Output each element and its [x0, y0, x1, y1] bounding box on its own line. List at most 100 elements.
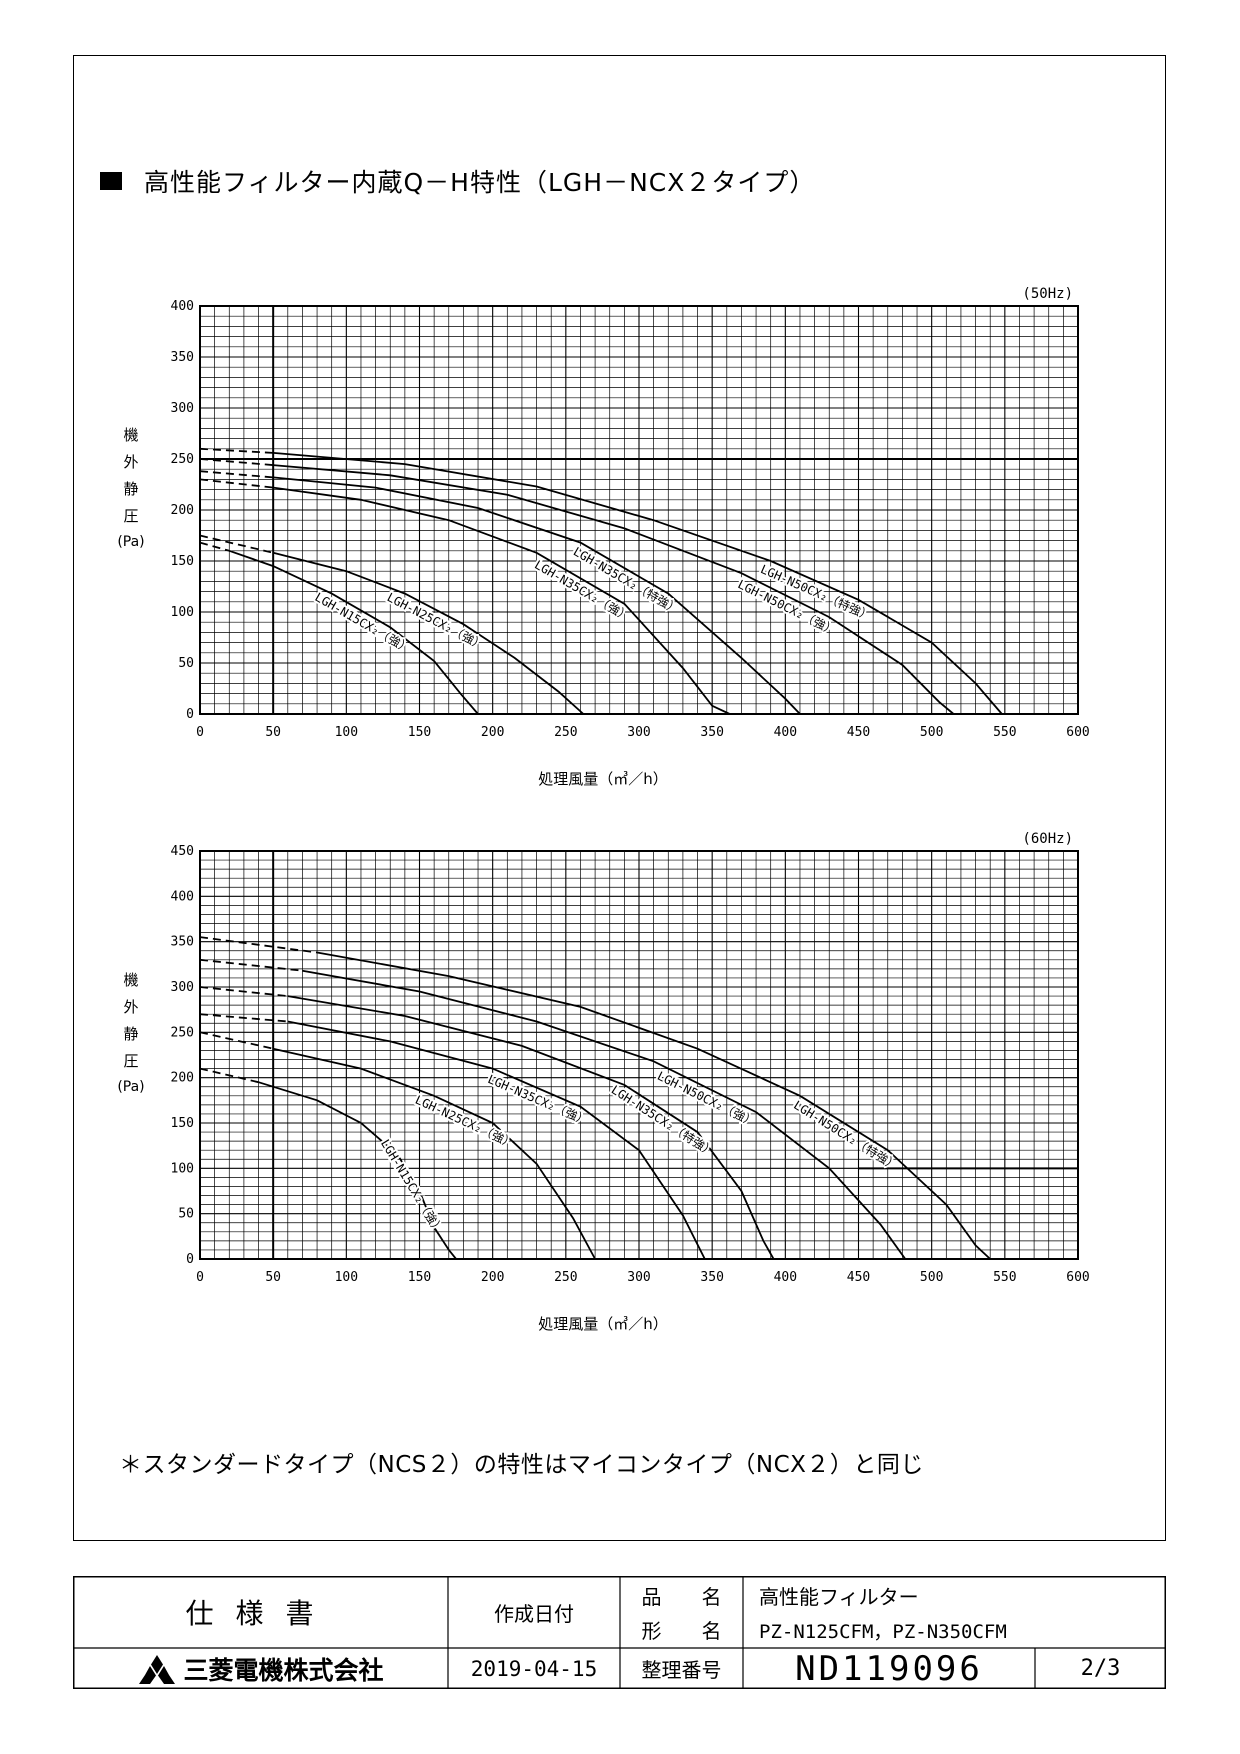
series-line-dashed — [199, 1031, 274, 1050]
series-line-dashed — [199, 541, 230, 552]
y-axis-label-char: 静 — [123, 1025, 138, 1043]
y-tick-label: 100 — [171, 1161, 194, 1176]
series-line — [287, 995, 775, 1260]
series-2: LGH-N35CX₂（強） — [199, 1013, 706, 1260]
page-frame — [73, 55, 1166, 1541]
x-tick-label: 500 — [920, 1270, 943, 1285]
y-tick-label: 250 — [171, 452, 194, 467]
y-tick-label: 400 — [171, 889, 194, 904]
doc-type: 仕様書 — [185, 1597, 336, 1630]
y-tick-label: 350 — [171, 350, 194, 365]
x-tick-label: 500 — [920, 725, 943, 740]
series-line — [316, 951, 991, 1260]
page-number: 2/3 — [1080, 1656, 1121, 1681]
frequency-label: (50Hz) — [1022, 286, 1073, 302]
y-axis-label-char: 圧 — [123, 507, 138, 525]
y-axis-label-char: 外 — [123, 453, 138, 471]
heading-text: 高性能フィルター内蔵Q－H特性（LGH－NCX２タイプ） — [144, 168, 816, 197]
y-axis-label-char: 外 — [123, 998, 138, 1016]
y-axis-unit: (Pa) — [117, 1079, 144, 1095]
series-1: LGH-N25CX₂（強） — [199, 1031, 596, 1260]
x-tick-label: 100 — [335, 1270, 358, 1285]
footnote: ＊スタンダードタイプ（NCS２）の特性はマイコンタイプ（NCX２）と同じ — [119, 1452, 924, 1478]
series-line-dashed — [199, 470, 274, 479]
series-label: LGH-N25CX₂（強） — [413, 1093, 517, 1151]
series-line-dashed — [199, 936, 318, 954]
x-tick-label: 0 — [196, 725, 204, 740]
x-tick-label: 250 — [554, 725, 577, 740]
series-line — [273, 452, 1003, 715]
x-tick-label: 550 — [993, 1270, 1016, 1285]
series-line-dashed — [199, 447, 274, 454]
chart-60hz: 0 50 100 150 200 250 300 350 400 450 500 550 600 0 50 1… — [117, 831, 1089, 1333]
title-block-lines — [73, 1576, 1166, 1689]
katamei-label: 形 名 — [641, 1618, 722, 1643]
series-line — [287, 1020, 706, 1260]
y-tick-label: 400 — [171, 299, 194, 314]
x-axis-label: 処理風量（㎥／h） — [538, 770, 668, 788]
mitsubishi-logo-icon — [139, 1654, 176, 1684]
y-tick-label: 100 — [171, 605, 194, 620]
y-tick-label: 300 — [171, 401, 194, 416]
series-label: LGH-N50CX₂（特強） — [791, 1097, 901, 1173]
x-tick-label: 550 — [993, 725, 1016, 740]
y-tick-label: 250 — [171, 1025, 194, 1040]
document-number: ND119096 — [795, 1648, 983, 1689]
plot-border — [199, 305, 1079, 715]
series-line-dashed — [199, 958, 303, 972]
heading-square-icon — [100, 172, 122, 190]
y-tick-label: 150 — [171, 1116, 194, 1131]
series-line — [273, 476, 801, 715]
series-line — [229, 549, 479, 715]
series-line-dashed — [199, 986, 288, 997]
x-tick-label: 150 — [408, 1270, 431, 1285]
series-line-dashed — [199, 534, 274, 554]
y-tick-label: 0 — [186, 1252, 194, 1267]
series-label: LGH-N15CX₂（強） — [378, 1137, 446, 1237]
x-tick-label: 400 — [774, 725, 797, 740]
company-name: 三菱電機株式会社 — [183, 1655, 384, 1685]
grid — [199, 850, 1079, 1260]
x-tick-label: 600 — [1066, 725, 1089, 740]
series-line-dashed — [199, 1013, 288, 1023]
y-tick-label: 200 — [171, 503, 194, 518]
series-line-dashed — [199, 1067, 259, 1084]
y-axis-unit: (Pa) — [117, 534, 144, 550]
frequency-label: (60Hz) — [1022, 831, 1073, 847]
x-tick-label: 50 — [265, 1270, 281, 1285]
y-axis-label-char: 機 — [123, 426, 138, 444]
plot-border — [199, 850, 1079, 1260]
x-tick-label: 200 — [481, 1270, 504, 1285]
title-block: 仕様書 三菱電機株式会社 作成日付 2019-04-15 品 名 形 名 整理番… — [73, 1576, 1166, 1689]
x-tick-label: 350 — [700, 1270, 723, 1285]
x-tick-label: 350 — [700, 725, 723, 740]
x-tick-label: 300 — [627, 1270, 650, 1285]
x-tick-label: 450 — [847, 725, 870, 740]
chart-50hz: 0 50 100 150 200 250 300 350 400 450 500 550 600 0 50 1… — [117, 286, 1089, 788]
y-tick-label: 50 — [178, 1207, 194, 1222]
series-label: LGH-N35CX₂（強） — [486, 1072, 591, 1128]
series-line — [273, 486, 731, 715]
x-axis-label: 処理風量（㎥／h） — [538, 1315, 668, 1333]
grid — [199, 305, 1079, 715]
series-line-dashed — [199, 478, 274, 489]
hinmei-label: 品 名 — [641, 1584, 722, 1609]
y-tick-label: 350 — [171, 935, 194, 950]
series-1: LGH-N25CX₂（強） — [199, 534, 585, 715]
x-tick-label: 50 — [265, 725, 281, 740]
series-3: LGH-N35CX₂（特強） — [199, 470, 801, 715]
x-tick-label: 200 — [481, 725, 504, 740]
series-line — [273, 464, 955, 715]
x-tick-label: 600 — [1066, 1270, 1089, 1285]
series-line — [273, 1047, 596, 1260]
x-tick-label: 450 — [847, 1270, 870, 1285]
y-tick-label: 450 — [171, 844, 194, 859]
x-tick-label: 250 — [554, 1270, 577, 1285]
model-names: PZ-N125CFM，PZ-N350CFM — [759, 1620, 1007, 1643]
company-block: 三菱電機株式会社 — [73, 1648, 448, 1689]
series-line — [272, 551, 585, 715]
product-name: 高性能フィルター — [759, 1584, 919, 1609]
y-axis-label-char: 圧 — [123, 1052, 138, 1070]
seiri-label: 整理番号 — [641, 1658, 722, 1682]
date-value: 2019-04-15 — [470, 1656, 598, 1681]
